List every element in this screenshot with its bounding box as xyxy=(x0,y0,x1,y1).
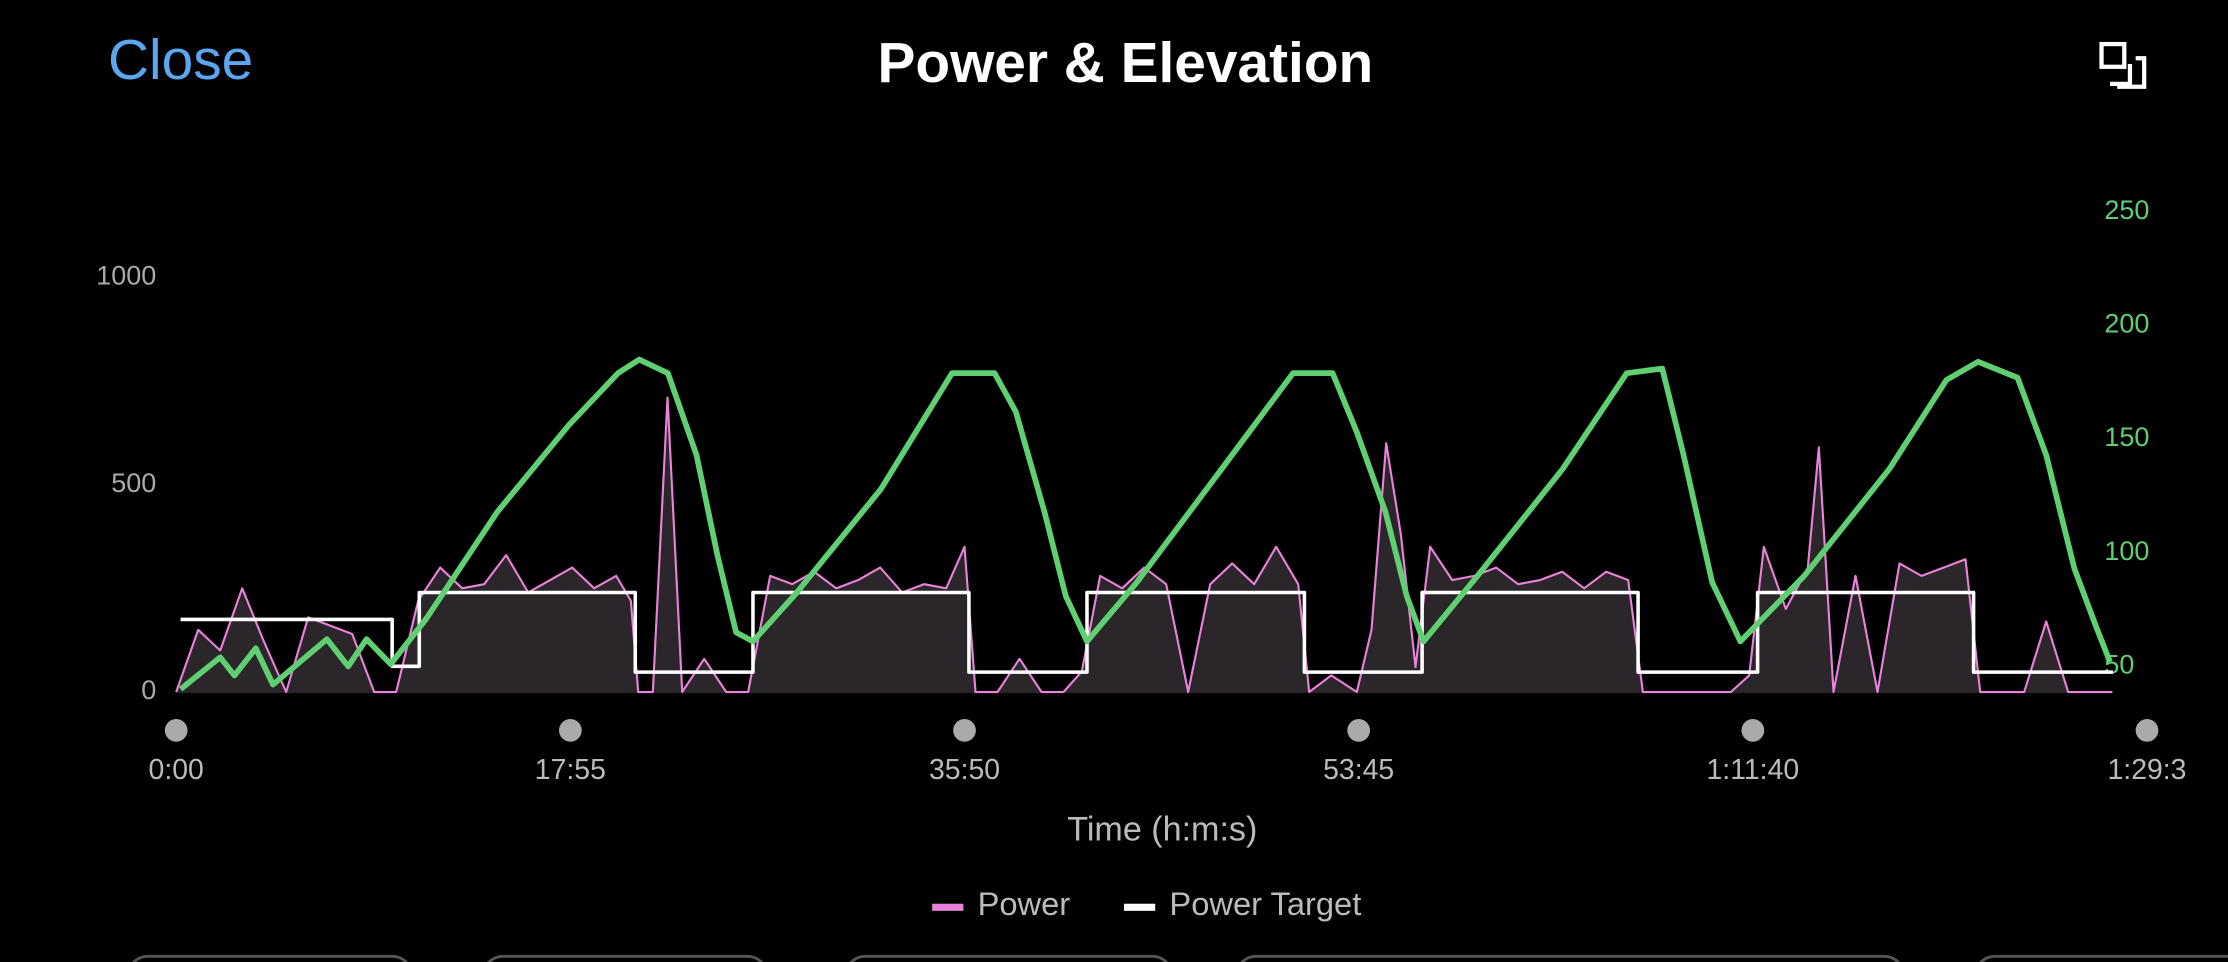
tab[interactable] xyxy=(1975,954,2228,962)
tab[interactable] xyxy=(1236,954,1904,962)
chart-title: Power & Elevation xyxy=(877,32,1373,95)
x-tick-label: 1:29:3 xyxy=(2108,754,2187,786)
legend-swatch xyxy=(1123,903,1156,911)
close-button[interactable]: Close xyxy=(108,29,253,92)
x-axis-title: Time (h:m:s) xyxy=(1067,810,1257,848)
tab[interactable] xyxy=(845,954,1172,962)
series-line xyxy=(178,356,2113,692)
expand-icon[interactable] xyxy=(2099,41,2147,89)
y-tick-label: 1000 xyxy=(96,260,156,290)
x-tick-label: 17:55 xyxy=(535,754,606,786)
expand-square xyxy=(2099,41,2127,69)
y2-tick-label: 250 xyxy=(2104,195,2149,225)
series-line xyxy=(180,590,2113,674)
legend-label: Power xyxy=(978,885,1071,922)
x-tick-dot xyxy=(558,719,582,742)
expand-corner xyxy=(2110,56,2147,89)
x-tick-dot xyxy=(953,719,976,742)
x-tick-label: 1:11:40 xyxy=(1707,754,1800,786)
x-tick-dot xyxy=(2135,719,2159,742)
x-tick-label: 35:50 xyxy=(929,754,1000,786)
legend-label: Power Target xyxy=(1169,885,1361,922)
tab[interactable] xyxy=(483,954,767,962)
series-line xyxy=(175,396,2113,694)
x-tick-dot xyxy=(164,719,188,742)
y-tick-label: 500 xyxy=(111,468,156,498)
y2-tick-label: 100 xyxy=(2104,536,2149,566)
tab[interactable] xyxy=(128,954,412,962)
y2-tick-label: 150 xyxy=(2104,422,2149,452)
x-tick-label: 0:00 xyxy=(149,754,204,786)
x-tick-label: 53:45 xyxy=(1323,754,1394,786)
x-tick-dot xyxy=(1347,719,1371,742)
series-area xyxy=(176,397,2113,693)
bottom-tabs xyxy=(128,954,2228,962)
y-tick-label: 0 xyxy=(141,675,156,705)
y2-tick-label: 200 xyxy=(2104,309,2149,339)
legend-swatch xyxy=(932,903,964,911)
x-tick-dot xyxy=(1741,719,1765,742)
